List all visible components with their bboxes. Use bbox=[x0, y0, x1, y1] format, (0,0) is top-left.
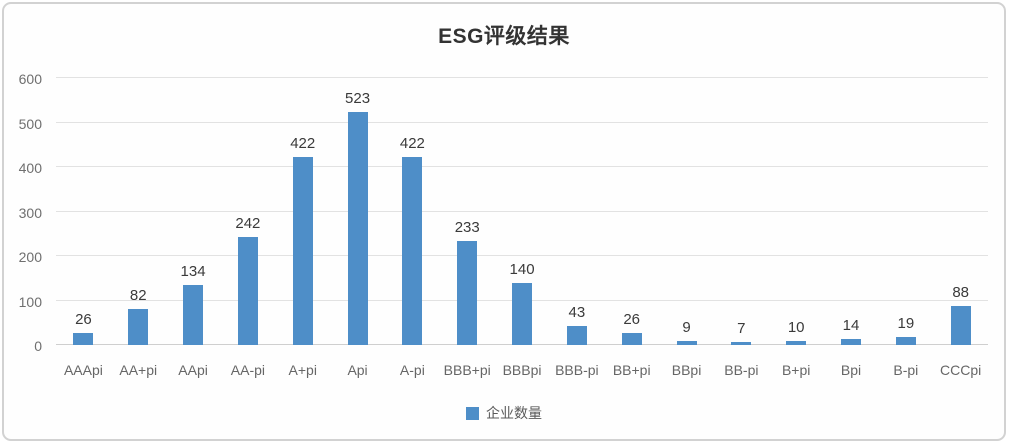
y-tick-label: 0 bbox=[34, 338, 42, 354]
bar-data-label: 422 bbox=[399, 135, 425, 153]
bar bbox=[841, 338, 861, 345]
gridline bbox=[56, 255, 988, 256]
x-tick-label: BBB-pi bbox=[555, 362, 599, 378]
gridline bbox=[56, 77, 988, 78]
bar bbox=[183, 285, 204, 345]
bar bbox=[457, 241, 478, 345]
x-tick-label: AA+pi bbox=[119, 362, 158, 378]
gridline bbox=[56, 121, 988, 123]
bar-data-label: 422 bbox=[290, 135, 316, 153]
bar bbox=[950, 305, 971, 345]
y-axis: 0 100 200 300 400 500 600 bbox=[4, 71, 48, 354]
bar-data-label: 523 bbox=[345, 90, 371, 108]
bar-series: 26 82 134 242 422 523 422 233 140 43 26 9 7 10 14 19 88 bbox=[56, 78, 988, 345]
x-tick-label: CCCpi bbox=[940, 362, 982, 378]
y-tick-label: 600 bbox=[18, 71, 42, 87]
bar-column-AA-pi: 242 bbox=[220, 78, 275, 345]
bar-column-AA+pi: 82 bbox=[111, 78, 166, 345]
bar-data-label: 14 bbox=[842, 316, 860, 334]
x-tick-label: A-pi bbox=[399, 362, 425, 378]
bar-column-BBBpi: 140 bbox=[495, 78, 550, 345]
x-tick-label: BB+pi bbox=[612, 362, 651, 378]
bar-data-label: 10 bbox=[787, 318, 805, 336]
bar-data-label: 43 bbox=[568, 303, 586, 321]
x-axis: AAApi AA+pi AApi AA-pi A+pi Api A-pi BBB+pi BBBp… bbox=[56, 362, 988, 378]
legend: 企业数量 bbox=[4, 403, 1004, 423]
bar-data-label: 82 bbox=[129, 286, 147, 304]
x-tick-label: BB-pi bbox=[724, 362, 759, 378]
bar-column-BB+pi: 26 bbox=[604, 78, 659, 345]
bar bbox=[731, 341, 752, 345]
bar bbox=[237, 237, 258, 345]
bar-data-label: 140 bbox=[509, 260, 535, 278]
x-tick-label: BBB+pi bbox=[443, 362, 491, 378]
bar-column-CCCpi: 88 bbox=[933, 78, 988, 345]
bar bbox=[676, 341, 697, 345]
bar-column-B+pi: 10 bbox=[769, 78, 824, 345]
x-tick-label: AApi bbox=[178, 362, 208, 378]
bar bbox=[73, 333, 94, 345]
bar-column-B-pi: 19 bbox=[878, 78, 933, 345]
bar bbox=[292, 157, 313, 345]
bar-data-label: 9 bbox=[682, 319, 691, 336]
y-tick-label: 200 bbox=[18, 249, 42, 265]
legend-label: 企业数量 bbox=[486, 405, 542, 421]
bar-column-A-pi: 422 bbox=[385, 78, 440, 345]
x-tick-label: Bpi bbox=[840, 362, 862, 378]
bar-column-BB-pi: 7 bbox=[714, 78, 769, 345]
bar-column-AApi: 134 bbox=[166, 78, 221, 345]
bar-column-A+pi: 422 bbox=[275, 78, 330, 345]
bar-data-label: 233 bbox=[454, 219, 480, 237]
bar bbox=[512, 282, 533, 345]
x-tick-label: B-pi bbox=[893, 362, 919, 378]
bar-data-label: 7 bbox=[737, 319, 746, 337]
x-tick-label: A+pi bbox=[288, 362, 317, 378]
bar-column-BBB+pi: 233 bbox=[440, 78, 495, 345]
y-tick-label: 500 bbox=[18, 115, 42, 132]
y-tick-label: 300 bbox=[18, 204, 42, 221]
bar bbox=[786, 340, 807, 345]
bar-column-Api: 523 bbox=[330, 78, 385, 345]
bar-column-BBB-pi: 43 bbox=[549, 78, 604, 345]
bar bbox=[895, 336, 916, 345]
bar-data-label: 26 bbox=[75, 311, 92, 329]
y-tick-label: 100 bbox=[18, 293, 42, 310]
bar-column-AAApi: 26 bbox=[56, 78, 111, 345]
legend-swatch-icon bbox=[466, 406, 479, 420]
x-tick-label: Api bbox=[347, 362, 368, 378]
y-tick-label: 400 bbox=[18, 160, 42, 176]
bar bbox=[347, 112, 368, 345]
bar-column-BBpi: 9 bbox=[659, 78, 714, 345]
x-tick-label: AAApi bbox=[63, 362, 103, 378]
bar-data-label: 242 bbox=[235, 215, 261, 233]
x-tick-label: BBBpi bbox=[502, 362, 542, 378]
gridline bbox=[56, 166, 988, 167]
gridline bbox=[56, 210, 988, 212]
bar bbox=[566, 325, 587, 345]
chart-title: ESG评级结果 bbox=[438, 25, 570, 48]
bar-data-label: 88 bbox=[952, 283, 969, 301]
bar-data-label: 26 bbox=[623, 311, 641, 329]
bar-data-label: 134 bbox=[180, 263, 206, 281]
x-tick-label: B+pi bbox=[781, 362, 811, 378]
bar bbox=[402, 157, 423, 345]
bar bbox=[128, 308, 149, 345]
x-tick-label: BBpi bbox=[671, 362, 702, 378]
bar bbox=[621, 333, 642, 345]
bar-column-Bpi: 14 bbox=[824, 78, 879, 345]
bar-data-label: 19 bbox=[897, 314, 915, 332]
x-tick-label: AA-pi bbox=[230, 362, 266, 378]
plot-area: 26 82 134 242 422 523 422 233 140 43 26 9 7 10 14 19 88 bbox=[56, 77, 988, 345]
